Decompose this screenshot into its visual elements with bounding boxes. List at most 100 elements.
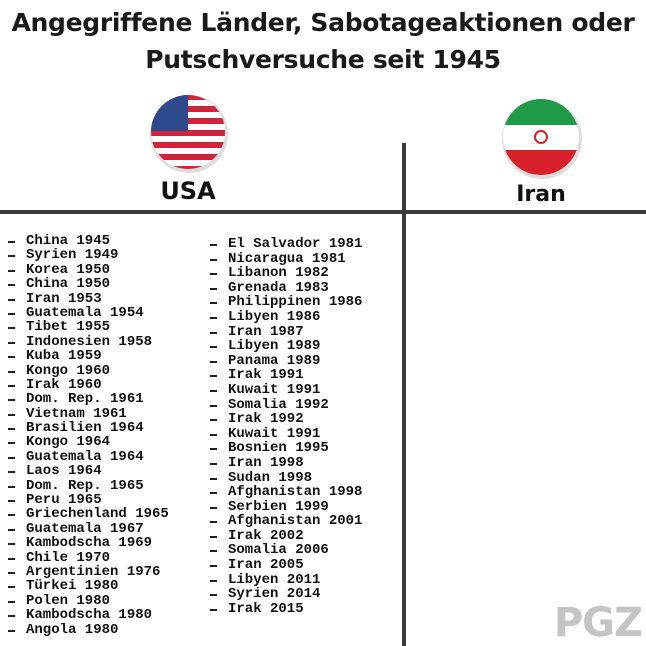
bullet — [210, 565, 217, 568]
item-text: Iran 2005 — [228, 557, 304, 574]
item-text: Libyen 1989 — [228, 338, 321, 355]
title-line: Angegriffene Länder, Sabotageaktionen od… — [11, 8, 635, 37]
list-item: Syrien 2014 — [210, 587, 362, 602]
item-text: Peru 1965 — [26, 492, 102, 509]
bullet — [210, 608, 217, 611]
bullet — [210, 360, 217, 363]
item-text: Irak 2002 — [228, 527, 304, 544]
list-item: Polen 1980 — [8, 594, 169, 608]
bullet — [210, 258, 217, 261]
list-item: Iran 1998 — [210, 456, 362, 471]
list-item: El Salvador 1981 — [210, 236, 363, 252]
list-item: Brasilien 1964 — [8, 420, 169, 437]
bullet — [8, 284, 15, 287]
list-item: Argentinien 1976 — [8, 563, 169, 580]
bullet — [8, 341, 15, 344]
list-item: Iran 1987 — [210, 323, 362, 340]
bullet — [210, 535, 217, 538]
item-text: Irak 1992 — [228, 411, 304, 428]
list-item: Guatemala 1954 — [8, 304, 169, 321]
item-text: Kuba 1959 — [26, 348, 102, 365]
list-item: Afghanistan 1998 — [210, 485, 362, 500]
bullet — [210, 477, 217, 480]
item-text: Iran 1953 — [26, 290, 102, 307]
item-text: Vietnam 1961 — [26, 405, 127, 422]
list-item: Indonesien 1958 — [8, 335, 169, 349]
bullet — [8, 327, 15, 330]
item-text: Iran 1987 — [228, 323, 304, 340]
bullet — [210, 506, 217, 509]
list-item: Irak 2002 — [210, 527, 362, 544]
bullet — [210, 462, 217, 465]
usa-flag — [151, 95, 225, 169]
bullet — [8, 500, 15, 503]
list-item: Somalia 1992 — [210, 396, 362, 413]
item-text: Philippinen 1986 — [228, 294, 363, 311]
list-item: Syrien 1949 — [8, 247, 169, 264]
column-label: USA — [160, 177, 216, 205]
item-text: Tibet 1955 — [26, 319, 111, 336]
bullet — [210, 389, 217, 392]
list-item: Panama 1989 — [210, 352, 362, 369]
list-item: Kuwait 1991 — [210, 383, 362, 398]
item-text: Argentinien 1976 — [26, 563, 161, 580]
item-text: Irak 1960 — [26, 376, 102, 393]
item-text: Irak 1991 — [228, 367, 304, 384]
bullet — [8, 456, 15, 459]
list-item: Bosnien 1995 — [210, 440, 362, 457]
list-item: Tibet 1955 — [8, 319, 169, 336]
list-item: Irak 1960 — [8, 376, 169, 393]
item-text: Kongo 1964 — [26, 434, 111, 451]
list-item: Kambodscha 1980 — [8, 608, 169, 622]
list-item: Kongo 1964 — [8, 434, 169, 451]
bullet — [210, 331, 217, 334]
list-item: Serbien 1999 — [210, 499, 362, 515]
bullet — [8, 241, 15, 243]
item-text: Guatemala 1954 — [26, 304, 144, 321]
list-item: Libyen 2011 — [210, 572, 362, 588]
bullet — [210, 273, 217, 276]
list-item: Türkei 1980 — [8, 579, 169, 594]
bullet — [210, 244, 217, 246]
item-text: Dom. Rep. 1961 — [26, 391, 144, 408]
bullet — [8, 600, 15, 603]
item-text: Grenada 1983 — [228, 279, 329, 296]
item-text: Brasilien 1964 — [26, 420, 144, 437]
item-text: Panama 1989 — [228, 352, 321, 369]
list-item: Laos 1964 — [8, 463, 169, 480]
item-text: Somalia 1992 — [228, 396, 329, 413]
item-text: Korea 1950 — [26, 261, 111, 278]
item-text: Syrien 1949 — [26, 247, 119, 264]
column-label: Iran — [516, 182, 566, 207]
list-item: China 1945 — [8, 233, 169, 249]
item-text: China 1950 — [26, 276, 111, 293]
bullet — [8, 428, 15, 431]
bullet — [210, 492, 217, 495]
item-text: Angola 1980 — [26, 621, 119, 638]
list-item: Guatemala 1967 — [8, 522, 169, 536]
item-text: Bosnien 1995 — [228, 440, 329, 457]
list-item: Nicaragua 1981 — [210, 250, 362, 267]
bullet — [8, 298, 15, 301]
bullet — [210, 287, 217, 290]
country-list: El Salvador 1981 Nicaragua 1981 Libanon 19… — [210, 236, 363, 616]
item-text: Kuwait 1991 — [228, 425, 321, 442]
country-list: China 1945 Syrien 1949 Korea 1950 China 195… — [8, 233, 169, 638]
list-item: Grenada 1983 — [210, 279, 362, 296]
bullet — [8, 384, 15, 387]
bullet — [8, 557, 15, 560]
item-text: Afghanistan 2001 — [228, 513, 363, 530]
item-text: Nicaragua 1981 — [228, 250, 346, 267]
list-item: Kongo 1960 — [8, 363, 169, 378]
bullet — [8, 543, 15, 546]
list-item: Iran 2005 — [210, 557, 362, 574]
bullet — [8, 615, 15, 618]
bullet — [8, 356, 15, 359]
list-item: Irak 1991 — [210, 367, 362, 384]
item-text: Guatemala 1964 — [26, 448, 144, 465]
item-text: China 1945 — [26, 233, 111, 249]
item-text: El Salvador 1981 — [228, 236, 363, 252]
list-item: Angola 1980 — [8, 621, 169, 638]
item-text: Laos 1964 — [26, 463, 102, 480]
